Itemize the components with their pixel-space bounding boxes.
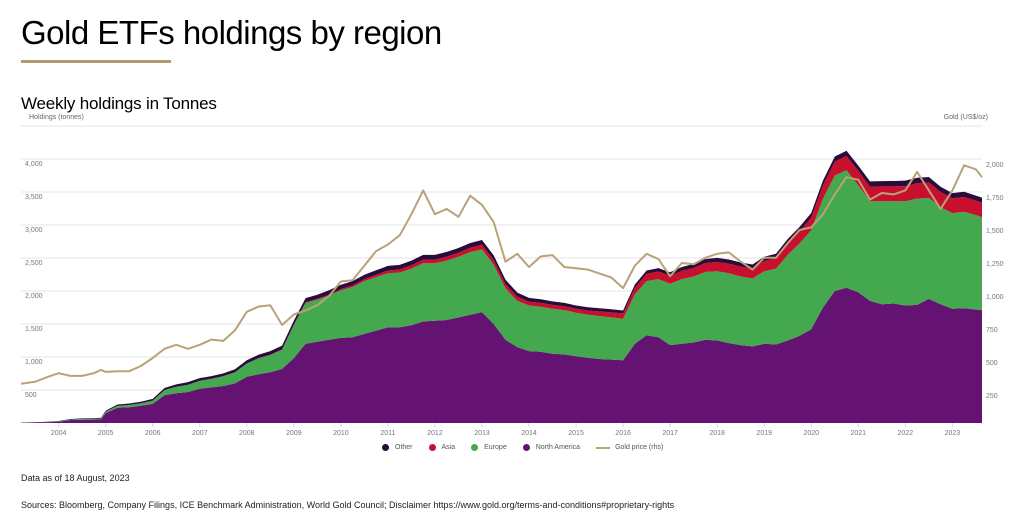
legend-swatch-europe — [471, 444, 479, 451]
gold-price-line-group — [20, 164, 983, 385]
x-tick-label: 2007 — [192, 430, 208, 437]
legend-item-north-america[interactable]: North America — [522, 444, 581, 451]
y-tick-label: 1,500 — [25, 326, 43, 333]
y2-tick-label: 1,750 — [986, 195, 1004, 202]
x-tick-label: 2004 — [51, 430, 67, 437]
area-north-america — [21, 287, 982, 423]
gold-price-line — [20, 164, 983, 385]
x-tick-label: 2015 — [568, 430, 584, 437]
x-tick-label: 2022 — [898, 430, 914, 437]
y-tick-label: 4,000 — [25, 161, 43, 168]
legend-label-north-america: North America — [535, 444, 581, 451]
y-tick-label: 1,000 — [25, 359, 43, 366]
y-tick-label: 2,000 — [25, 293, 43, 300]
legend-swatch-north-america — [522, 444, 530, 451]
x-tick-label: 2016 — [615, 430, 631, 437]
x-tick-label: 2014 — [521, 430, 537, 437]
x-tick-label: 2009 — [286, 430, 302, 437]
legend-item-gold-price[interactable]: Gold price (rhs) — [596, 444, 663, 451]
chart-title: Weekly holdings in Tonnes — [21, 94, 217, 113]
y2-tick-label: 2,000 — [986, 162, 1004, 169]
x-tick-label: 2011 — [380, 430, 395, 437]
x-tick-label: 2017 — [662, 430, 678, 437]
y-tick-label: 3,000 — [25, 227, 43, 234]
x-tick-label: 2008 — [239, 430, 255, 437]
legend-item-asia[interactable]: Asia — [428, 444, 456, 451]
data-date-note: Data as of 18 August, 2023 — [21, 473, 130, 483]
x-axis: 2004 2005 2006 2007 2008 2009 2010 2011 2012 2013… — [51, 423, 960, 437]
area-europe — [21, 170, 982, 423]
x-tick-label: 2006 — [145, 430, 161, 437]
y-tick-label: 500 — [25, 392, 37, 399]
x-tick-label: 2021 — [850, 430, 866, 437]
legend-item-other[interactable]: Other — [382, 444, 413, 451]
legend: Other Asia Europe North America Gold pri… — [382, 444, 679, 451]
x-tick-label: 2018 — [709, 430, 725, 437]
stacked-areas — [21, 150, 982, 423]
left-axis-title: Holdings (tonnes) — [29, 114, 84, 121]
y-axis-left: 500 1,000 1,500 2,000 2,500 3,000 3,500 4,000 — [25, 161, 43, 399]
legend-swatch-asia — [428, 444, 436, 451]
y-tick-label: 3,500 — [25, 194, 43, 201]
legend-label-asia: Asia — [441, 444, 456, 451]
legend-label-gold-price: Gold price (rhs) — [615, 444, 664, 451]
legend-swatch-gold-price — [596, 446, 611, 449]
page-title: Gold ETFs holdings by region — [21, 14, 442, 51]
x-tick-label: 2019 — [756, 430, 772, 437]
right-axis-title: Gold (US$/oz) — [943, 114, 988, 121]
x-tick-label: 2013 — [474, 430, 490, 437]
y2-tick-label: 750 — [986, 327, 998, 334]
legend-label-other: Other — [395, 444, 413, 451]
x-tick-label: 2023 — [945, 430, 961, 437]
x-tick-label: 2005 — [98, 430, 114, 437]
x-tick-label: 2010 — [333, 430, 349, 437]
x-tick-label: 2020 — [803, 430, 819, 437]
sources-note: Sources: Bloomberg, Company Filings, ICE… — [21, 500, 675, 510]
y2-tick-label: 1,250 — [986, 261, 1004, 268]
y-tick-label: 2,500 — [25, 260, 43, 267]
y2-tick-label: 250 — [986, 393, 998, 400]
legend-swatch-other — [382, 444, 389, 451]
legend-item-europe[interactable]: Europe — [471, 444, 507, 451]
area-other — [21, 150, 982, 423]
y2-tick-label: 1,000 — [986, 294, 1004, 301]
x-tick-label: 2012 — [427, 430, 443, 437]
y2-tick-label: 500 — [986, 360, 998, 367]
legend-label-europe: Europe — [484, 444, 507, 451]
y2-tick-label: 1,500 — [986, 228, 1004, 235]
title-underline — [21, 60, 171, 63]
y-axis-right: 250 500 750 1,000 1,250 1,500 1,750 2,000 — [986, 162, 1004, 400]
